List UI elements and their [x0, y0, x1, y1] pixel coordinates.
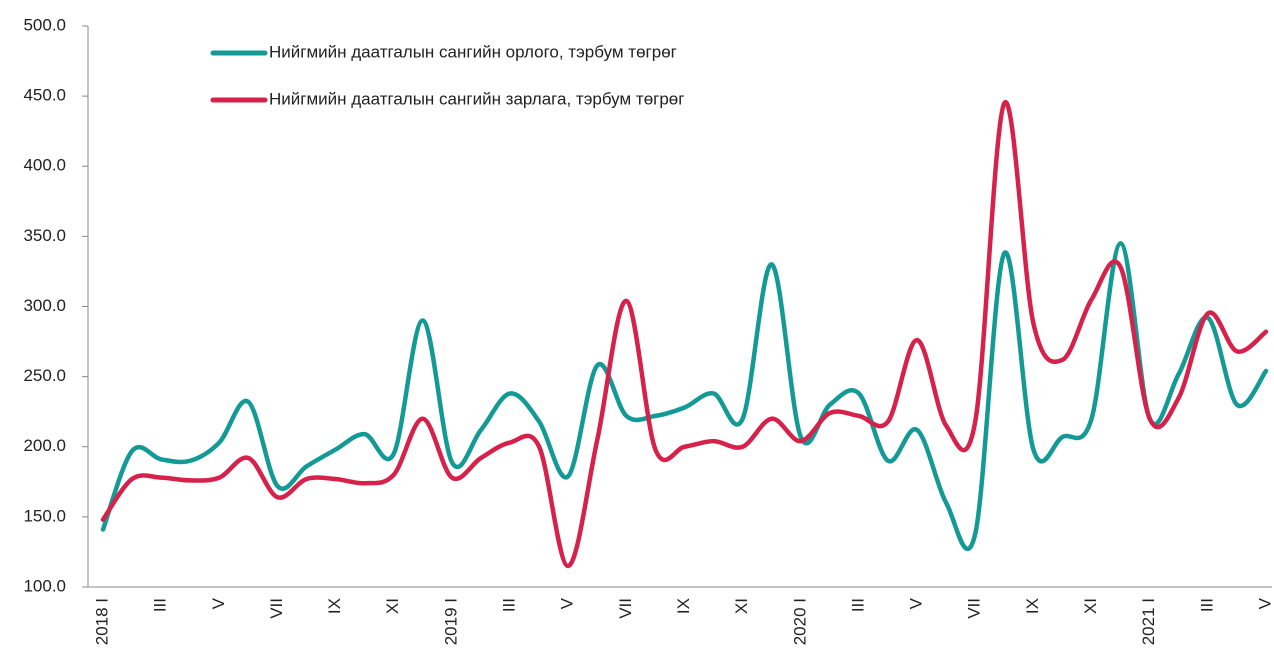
x-tick-label: XI — [1081, 598, 1100, 614]
x-tick-label: III — [151, 598, 170, 612]
y-tick-label: 450.0 — [23, 86, 66, 105]
x-tick-label: V — [1255, 597, 1274, 609]
y-tick-label: 100.0 — [23, 576, 66, 595]
x-tick-label: XI — [383, 598, 402, 614]
y-tick-label: 150.0 — [23, 506, 66, 525]
x-tick-label: 2020 I — [790, 598, 809, 645]
x-tick-label: IX — [674, 598, 693, 614]
x-tick-label: VII — [616, 598, 635, 619]
y-tick-label: 200.0 — [23, 436, 66, 455]
y-tick-label: 350.0 — [23, 226, 66, 245]
x-tick-label: 2018 I — [92, 598, 111, 645]
series-line — [100, 100, 1269, 569]
y-tick-label: 500.0 — [23, 15, 66, 34]
x-tick-label: IX — [1023, 598, 1042, 614]
x-tick-label: V — [558, 597, 577, 609]
x-tick-label: III — [500, 598, 519, 612]
x-tick-label: VII — [965, 598, 984, 619]
series-line — [100, 241, 1269, 552]
legend-label: Нийгмийн даатгалын сангийн зарлага, тэрб… — [269, 89, 684, 108]
x-tick-label: III — [848, 598, 867, 612]
x-tick-label: IX — [325, 598, 344, 614]
x-tick-label: 2021 I — [1139, 598, 1158, 645]
x-tick-label: XI — [732, 598, 751, 614]
y-tick-label: 300.0 — [23, 296, 66, 315]
x-tick-label: VII — [267, 598, 286, 619]
x-tick-label: V — [907, 597, 926, 609]
y-tick-label: 400.0 — [23, 156, 66, 175]
y-tick-label: 250.0 — [23, 366, 66, 385]
x-tick-label: V — [209, 597, 228, 609]
x-tick-label: III — [1197, 598, 1216, 612]
legend-label: Нийгмийн даатгалын сангийн орлого, тэрбу… — [269, 42, 677, 61]
x-tick-label: 2019 I — [441, 598, 460, 645]
